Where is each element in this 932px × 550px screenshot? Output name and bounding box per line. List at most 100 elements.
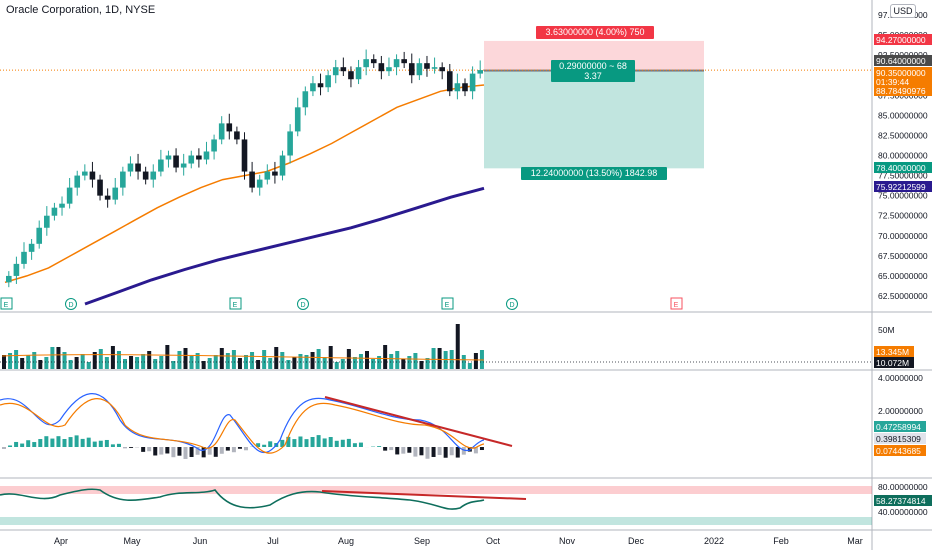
- earnings-marker[interactable]: E: [0, 297, 13, 310]
- macd-histogram-bar: [340, 439, 345, 447]
- macd-histogram-bar: [244, 447, 248, 451]
- volume-bar: [177, 351, 182, 369]
- candle-body: [370, 59, 377, 64]
- event-marker-letter: D: [300, 302, 305, 309]
- time-axis-label: Nov: [559, 536, 576, 546]
- candle-body: [59, 203, 65, 208]
- event-marker-circle: [297, 298, 309, 310]
- candle-body: [89, 171, 96, 180]
- candle-body: [378, 63, 385, 72]
- volume-bar: [401, 359, 406, 369]
- candle-body: [97, 179, 103, 196]
- volume-bar: [316, 349, 321, 369]
- volume-bar: [98, 349, 103, 369]
- event-marker-box: [0, 297, 13, 310]
- macd-value-label: 0.39815309: [876, 434, 921, 444]
- candle-body: [439, 67, 445, 72]
- event-marker-letter: E: [4, 302, 9, 309]
- take-profit-label[interactable]: 12.24000000 (13.50%) 1842.98: [521, 167, 667, 180]
- macd-histogram-bar: [461, 447, 466, 455]
- rsi-axis-tick: 80.00000000: [878, 482, 928, 492]
- macd-histogram-bar: [50, 438, 55, 447]
- time-axis-label: Oct: [486, 536, 501, 546]
- candle-body: [401, 59, 407, 64]
- candle-body: [112, 187, 119, 200]
- ma50-price-label: 88.78490976: [876, 86, 926, 96]
- dividend-marker[interactable]: D: [297, 298, 309, 310]
- volume-bar: [455, 324, 460, 369]
- volume-bar: [159, 356, 164, 369]
- rsi-axis-tick: 40.00000000: [878, 507, 928, 517]
- macd-histogram-bar: [171, 447, 176, 458]
- stop-loss-label[interactable]: 3.63000000 (4.00%) 750: [536, 26, 654, 39]
- candle-body: [241, 139, 248, 172]
- volume-bar: [431, 348, 436, 369]
- macd-histogram-bar: [425, 447, 430, 459]
- volume-bar: [201, 361, 206, 369]
- event-marker-box: [441, 297, 454, 310]
- macd-histogram-bar: [123, 447, 127, 449]
- macd-histogram-bar: [352, 443, 357, 447]
- macd-axis-tick: 4.00000000: [878, 373, 923, 383]
- stop-price-label: 94.27000000: [876, 35, 926, 45]
- candle-body: [6, 275, 12, 283]
- earnings-marker[interactable]: E: [441, 297, 454, 310]
- dividend-marker[interactable]: D: [65, 298, 77, 310]
- macd-histogram-bar: [358, 442, 363, 447]
- macd-histogram-bar: [268, 441, 273, 447]
- candle-body: [310, 83, 316, 92]
- macd-histogram-bar: [467, 447, 472, 452]
- volume-bar: [104, 357, 109, 369]
- macd-histogram-bar: [479, 447, 484, 451]
- macd-histogram-bar: [8, 445, 13, 447]
- macd-histogram-bar: [189, 447, 194, 457]
- candle-body: [165, 155, 172, 160]
- volume-bar: [219, 348, 224, 369]
- volume-bar: [280, 352, 285, 369]
- earnings-marker[interactable]: E: [229, 297, 242, 310]
- price-tick-label: 70.00000000: [878, 231, 928, 241]
- volume-bar: [171, 361, 176, 369]
- macd-histogram-bar: [292, 439, 297, 447]
- macd-histogram-bar: [407, 447, 412, 453]
- macd-histogram-bar: [32, 442, 37, 447]
- entry-price-label-bg: [874, 55, 932, 66]
- macd-histogram-bar: [298, 436, 303, 447]
- volume-bar: [86, 362, 91, 369]
- time-axis-label: Dec: [628, 536, 645, 546]
- macd-histogram-bar: [68, 437, 73, 447]
- currency-button[interactable]: USD: [890, 4, 916, 18]
- dividend-marker[interactable]: D: [506, 298, 518, 310]
- macd-histogram-bar: [262, 444, 267, 447]
- macd-histogram-bar: [116, 443, 121, 447]
- event-marker-circle: [65, 298, 77, 310]
- volume-bar: [50, 347, 55, 369]
- macd-histogram-bar: [38, 439, 43, 447]
- time-axis-label: Aug: [338, 536, 354, 546]
- candle-body: [454, 83, 461, 92]
- macd-histogram-bar: [56, 436, 61, 447]
- macd-histogram-bar: [147, 447, 152, 452]
- macd-trendline: [324, 396, 513, 447]
- macd-histogram-bar: [443, 447, 448, 458]
- volume-bar: [189, 356, 194, 369]
- volume-bar: [286, 360, 291, 369]
- macd-histogram-bar: [213, 447, 218, 457]
- macd-histogram-bar: [141, 447, 146, 452]
- volume-bar: [389, 354, 394, 369]
- candle-body: [340, 67, 347, 72]
- macd-value-label-bg: [874, 433, 926, 444]
- macd-histogram-bar: [80, 438, 85, 447]
- moving-average-200-line: [84, 186, 485, 306]
- entry-label[interactable]: 0.29000000 ~ 683.37: [551, 60, 635, 82]
- volume-bar: [461, 355, 466, 369]
- macd-histogram-bar: [419, 447, 424, 456]
- earnings-marker[interactable]: E: [670, 297, 683, 310]
- macd-histogram-bar: [74, 435, 79, 447]
- volume-bar: [237, 358, 242, 369]
- target-price-label: 78.40000000: [876, 163, 926, 173]
- macd-histogram-bar: [177, 447, 182, 456]
- price-tick-label: 82.50000000: [878, 130, 928, 140]
